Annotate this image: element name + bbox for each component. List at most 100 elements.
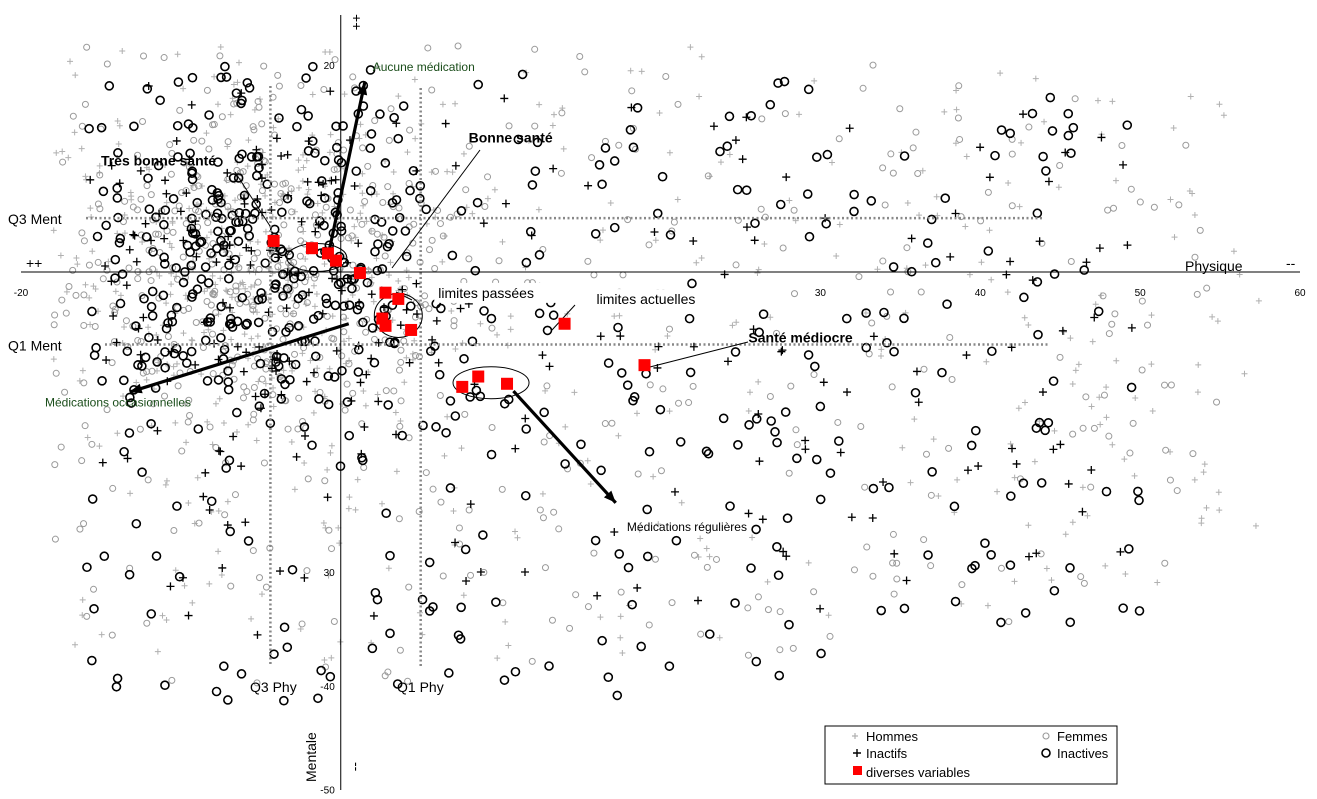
point-inactives xyxy=(613,322,623,333)
point-inactifs xyxy=(521,414,530,423)
point-inactifs xyxy=(1035,237,1044,246)
point-inactives xyxy=(389,112,399,123)
point-inactifs xyxy=(476,568,485,577)
point-inactifs xyxy=(98,458,107,467)
point-inactifs xyxy=(1061,148,1070,157)
point-inactives xyxy=(636,641,647,652)
point-inactifs xyxy=(331,175,340,184)
point-inactifs xyxy=(1095,244,1104,253)
point-inactives xyxy=(342,274,353,284)
variable-marker xyxy=(353,267,366,280)
point-inactives xyxy=(358,317,368,328)
point-femmes xyxy=(674,100,682,108)
x-axis-right-mark: -- xyxy=(1286,255,1296,271)
point-inactives xyxy=(367,643,378,654)
point-inactives xyxy=(937,367,947,378)
point-femmes xyxy=(945,444,953,452)
point-inactives xyxy=(223,384,234,395)
point-femmes xyxy=(461,410,469,418)
point-femmes xyxy=(773,329,781,337)
point-hommes xyxy=(617,613,624,620)
point-inactives xyxy=(302,196,312,206)
point-hommes xyxy=(811,77,818,84)
point-inactives xyxy=(293,293,304,304)
point-femmes xyxy=(395,204,403,212)
variable-marker xyxy=(456,380,469,393)
point-hommes xyxy=(1209,313,1216,320)
point-inactives xyxy=(405,185,415,196)
point-femmes xyxy=(927,491,935,499)
point-hommes xyxy=(181,582,188,589)
point-inactives xyxy=(369,357,380,368)
point-hommes xyxy=(220,419,227,426)
point-hommes xyxy=(907,479,914,486)
point-femmes xyxy=(181,274,189,282)
point-inactifs xyxy=(650,228,659,237)
point-femmes xyxy=(207,301,215,309)
point-inactives xyxy=(603,672,614,682)
point-hommes xyxy=(340,338,347,345)
point-femmes xyxy=(184,418,192,426)
point-inactives xyxy=(269,224,280,235)
point-inactives xyxy=(207,195,218,205)
point-inactives xyxy=(622,380,633,390)
point-inactives xyxy=(1118,603,1128,613)
point-inactives xyxy=(146,301,157,312)
point-femmes xyxy=(1161,381,1169,389)
point-inactives xyxy=(303,146,314,156)
point-femmes xyxy=(78,457,86,465)
point-hommes xyxy=(96,443,103,450)
point-inactives xyxy=(321,298,332,309)
annotation-aucune-medication: Aucune médication xyxy=(373,60,475,74)
point-inactives xyxy=(560,459,570,469)
point-hommes xyxy=(87,205,94,212)
point-hommes xyxy=(119,48,126,55)
point-inactifs xyxy=(1058,326,1067,335)
point-femmes xyxy=(1167,381,1175,389)
point-inactifs xyxy=(327,176,336,185)
point-femmes xyxy=(889,169,897,177)
point-inactives xyxy=(434,369,445,380)
point-hommes xyxy=(269,270,276,277)
legend-item-inactives: Inactives xyxy=(1041,746,1109,761)
point-inactifs xyxy=(976,143,985,152)
point-hommes xyxy=(74,261,81,268)
point-inactives xyxy=(861,308,871,318)
point-inactives xyxy=(1048,376,1059,386)
point-hommes xyxy=(203,130,210,137)
point-hommes xyxy=(1016,203,1023,210)
point-inactives xyxy=(124,569,135,580)
point-femmes xyxy=(948,376,956,384)
point-femmes xyxy=(303,567,311,575)
point-inactifs xyxy=(225,241,234,250)
point-inactives xyxy=(274,113,284,123)
point-hommes xyxy=(1102,562,1109,569)
point-femmes xyxy=(505,122,513,130)
point-femmes xyxy=(81,422,89,430)
point-inactives xyxy=(722,141,733,152)
point-inactives xyxy=(224,319,235,329)
point-femmes xyxy=(675,399,683,407)
point-inactifs xyxy=(125,245,134,254)
point-inactives xyxy=(1101,486,1112,497)
point-hommes xyxy=(650,473,657,480)
point-inactifs xyxy=(758,515,767,524)
point-hommes xyxy=(525,137,532,144)
point-hommes xyxy=(168,244,175,251)
point-femmes xyxy=(385,136,393,144)
point-femmes xyxy=(258,187,266,195)
point-inactifs xyxy=(107,161,116,170)
point-femmes xyxy=(920,536,928,544)
point-inactives xyxy=(766,416,776,426)
point-inactives xyxy=(104,81,115,91)
point-inactives xyxy=(499,398,510,409)
point-inactives xyxy=(284,250,295,260)
point-femmes xyxy=(344,234,352,242)
point-femmes xyxy=(758,115,766,123)
point-femmes xyxy=(143,182,151,190)
point-femmes xyxy=(465,142,473,150)
point-hommes xyxy=(254,239,261,246)
point-inactives xyxy=(387,198,398,208)
point-femmes xyxy=(395,515,403,523)
